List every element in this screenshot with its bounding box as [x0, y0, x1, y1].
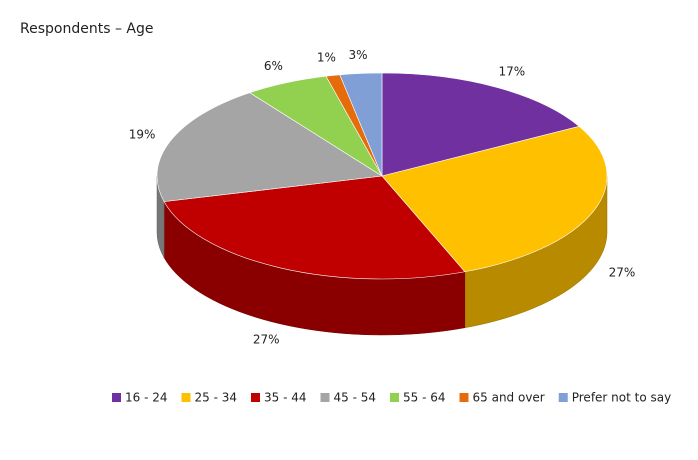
value-labels: 17% 27% 27% 19% 6% 1% 3%: [129, 48, 636, 346]
legend-label: 16 - 24: [125, 391, 168, 405]
pie-tops: [156, 72, 608, 280]
value-label: 27%: [609, 265, 636, 279]
pie-slice: [163, 175, 466, 280]
legend-swatch: [251, 393, 260, 402]
legend-label: Prefer not to say: [572, 391, 671, 405]
value-label: 19%: [129, 128, 156, 142]
legend-label: 45 - 54: [334, 391, 377, 405]
value-label: 6%: [264, 59, 283, 73]
value-label: 1%: [317, 50, 336, 64]
legend-swatch: [112, 393, 121, 402]
legend-swatch: [320, 393, 330, 402]
legend-label: 25 - 34: [195, 391, 238, 405]
pie-slice: [381, 126, 608, 273]
value-label: 17%: [498, 64, 525, 78]
legend-label: 55 - 64: [403, 391, 446, 405]
chart-title: Respondents – Age: [20, 21, 153, 37]
legend-swatch: [390, 393, 399, 402]
pie-slice: [381, 72, 580, 177]
pie-slice: [156, 92, 383, 202]
legend-swatch: [181, 393, 191, 402]
pie-slice: [339, 72, 383, 177]
value-label: 27%: [253, 332, 280, 346]
value-label: 3%: [348, 48, 367, 62]
legend-swatch: [558, 393, 568, 402]
legend-label: 65 and over: [473, 391, 545, 405]
legend-swatch: [459, 393, 469, 402]
legend-label: 35 - 44: [264, 391, 307, 405]
legend: 16 - 24 25 - 34 35 - 44 45 - 54 55 - 64 65 an…: [112, 391, 671, 405]
